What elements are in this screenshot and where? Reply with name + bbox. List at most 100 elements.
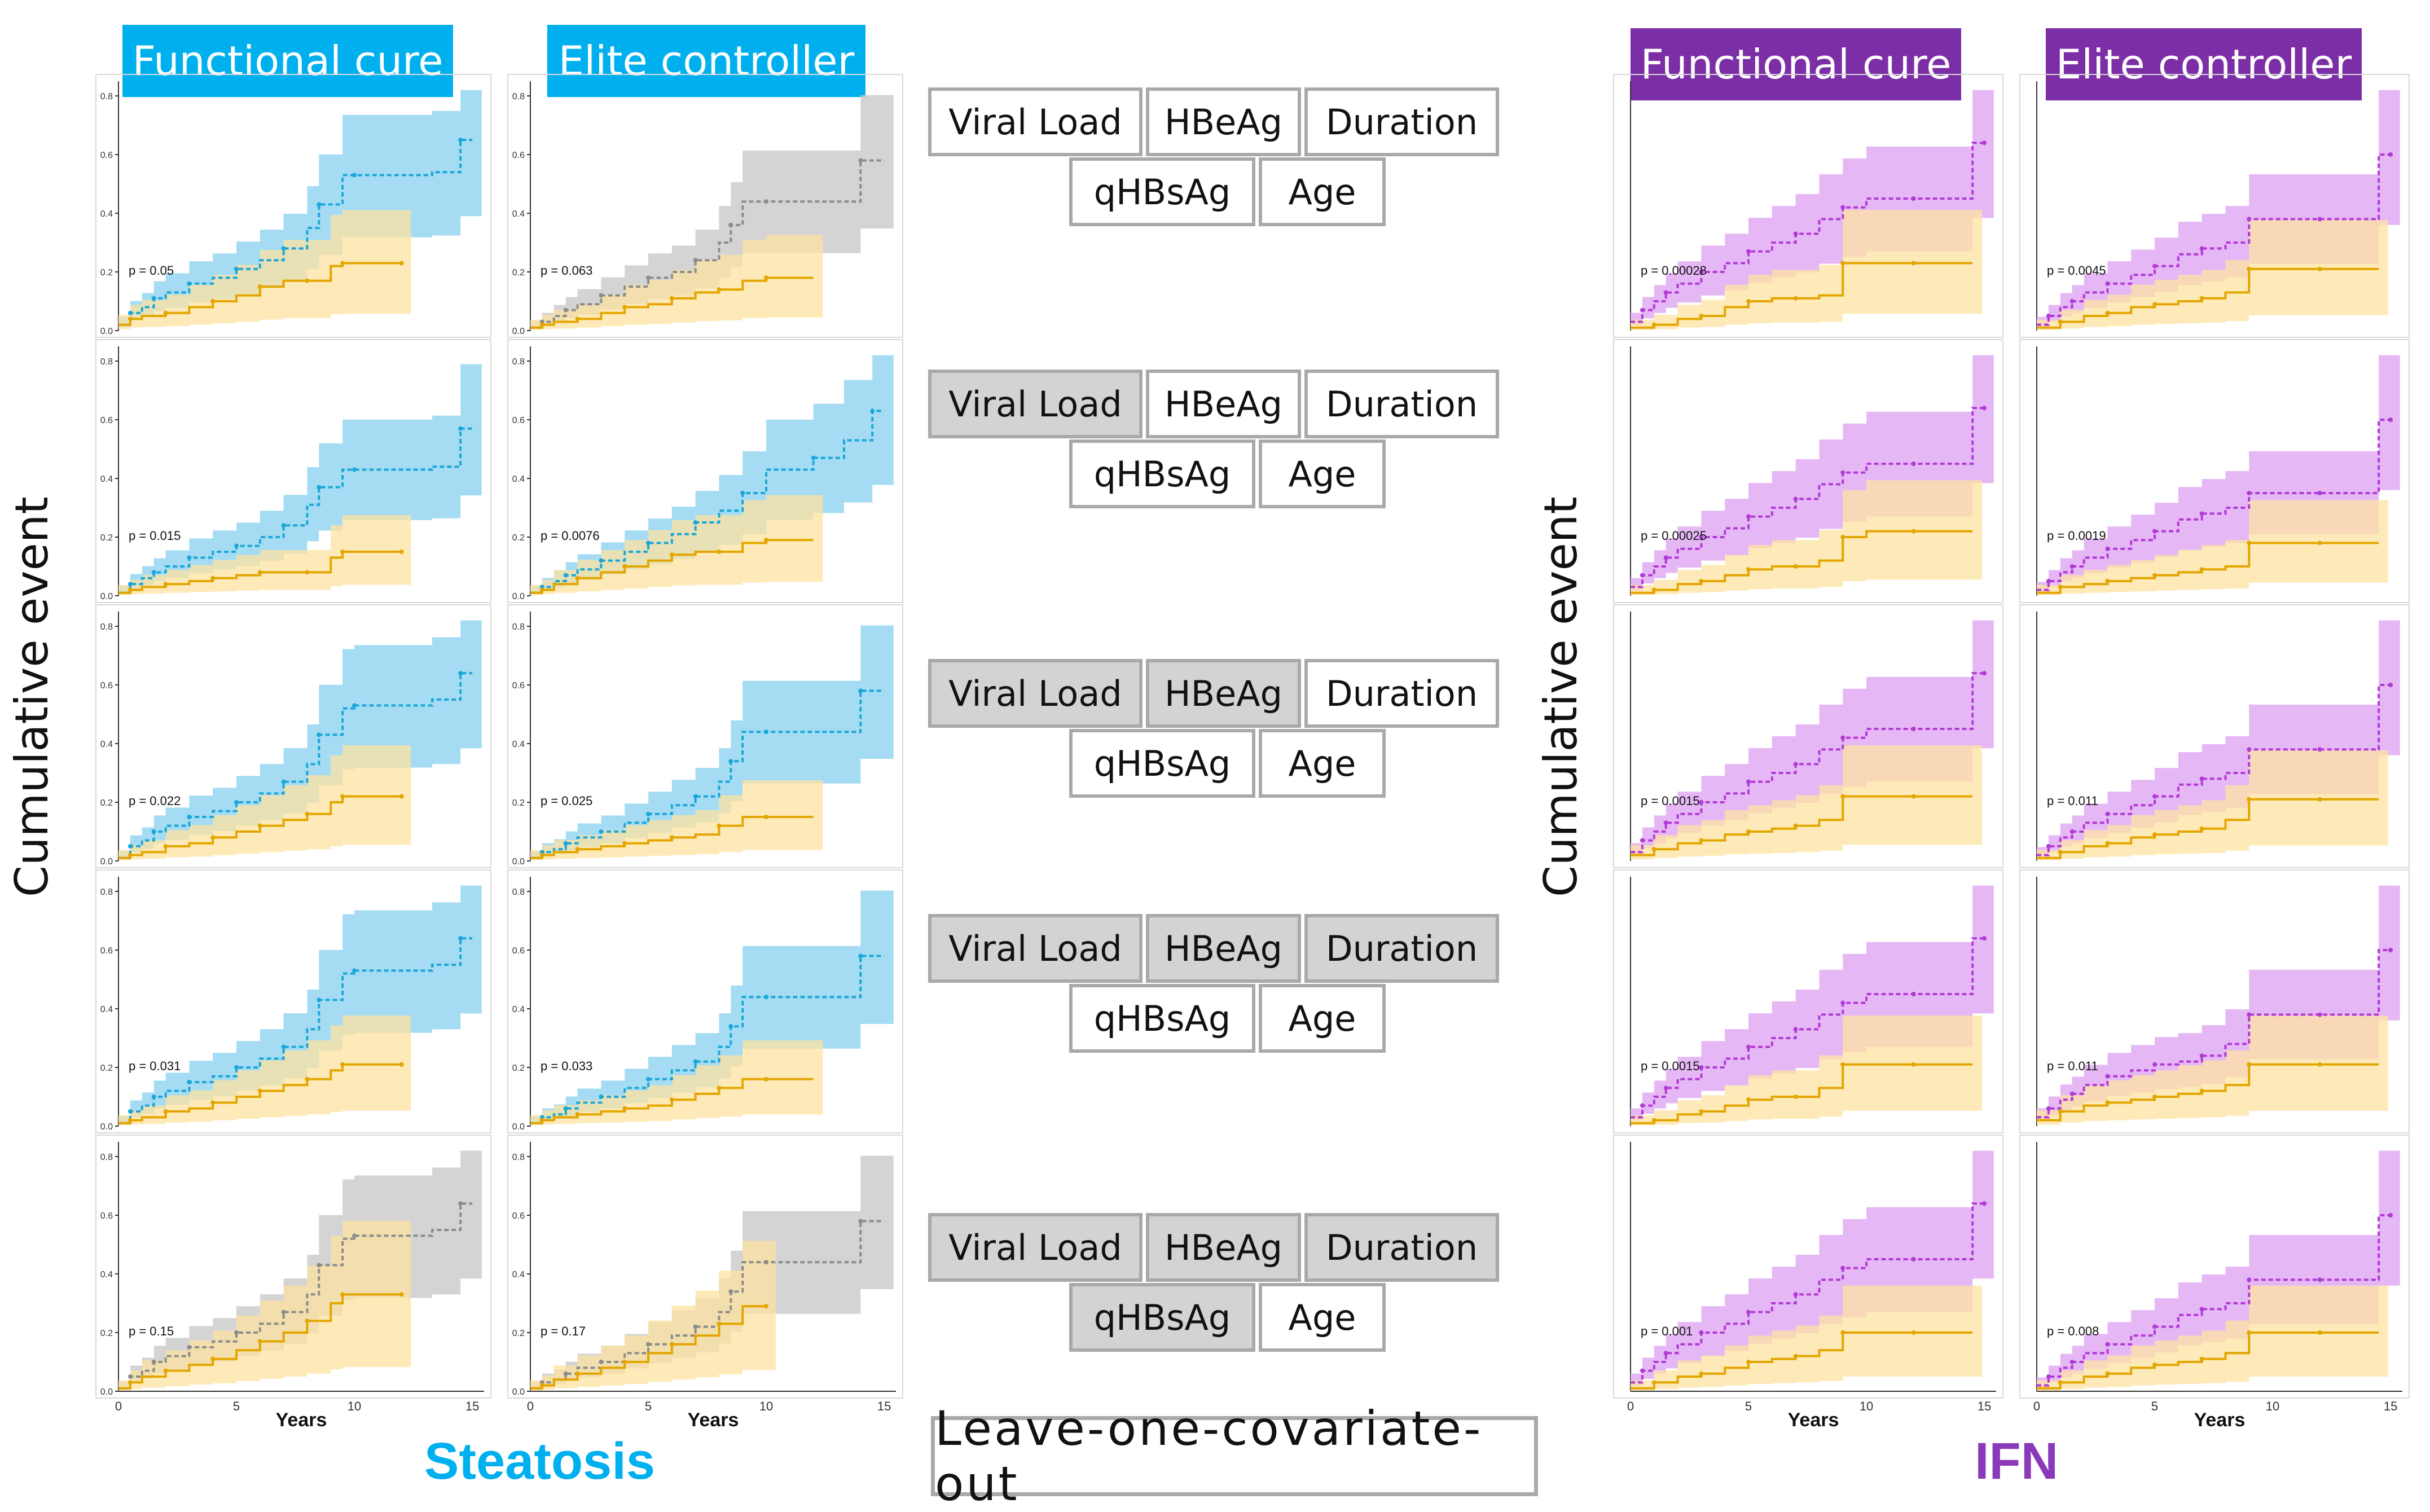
censor-mark: [2199, 1307, 2204, 1312]
censor-mark: [563, 1371, 568, 1376]
y-tick-label: 0.8: [100, 1153, 113, 1162]
km-curve-upper: [118, 672, 473, 859]
x-tick-label: 10: [348, 1399, 361, 1413]
censor-mark: [539, 587, 544, 592]
censor-mark: [234, 800, 239, 805]
censor-mark: [575, 575, 580, 581]
ci-band-upper-group: [530, 95, 894, 329]
censor-mark: [2317, 747, 2322, 752]
censor-mark: [1840, 1062, 1845, 1067]
censor-mark: [1840, 735, 1845, 740]
p-value-label: p = 0.15: [129, 1324, 174, 1338]
p-value-label: p = 0.0015: [1641, 794, 1700, 808]
y-tick-label: 0.2: [512, 1063, 525, 1073]
x-tick-label: 15: [1978, 1399, 1991, 1413]
x-axis-title: Years: [2194, 1409, 2246, 1431]
panel-frame: [507, 1135, 903, 1399]
censor-mark: [1663, 555, 1668, 560]
censor-mark: [2105, 1371, 2110, 1376]
y-tick-label: 0.4: [100, 209, 113, 219]
covariate-box-viral-load: Viral Load: [928, 87, 1143, 156]
km-panel-ifn-r1-c1: p = 0.00028: [1613, 74, 2003, 338]
km-curve-lower: [2037, 1063, 2379, 1122]
censor-mark: [2152, 1095, 2157, 1099]
censor-mark: [1699, 1330, 1704, 1335]
censor-mark: [1699, 1371, 1704, 1376]
covariate-box-age: Age: [1259, 439, 1386, 508]
covariate-box-age: Age: [1259, 157, 1386, 226]
panel-frame: [2019, 1135, 2410, 1399]
censor-mark: [2105, 579, 2110, 583]
censor-mark: [1911, 1330, 1916, 1335]
censor-mark: [1793, 1095, 1798, 1099]
censor-mark: [858, 158, 863, 163]
censor-mark: [1663, 290, 1668, 295]
covariate-box-duration: Duration: [1304, 370, 1499, 438]
censor-mark: [622, 1106, 627, 1111]
censor-mark: [1699, 270, 1704, 274]
censor-mark: [764, 1304, 769, 1309]
censor-mark: [128, 1118, 133, 1123]
p-value-label: p = 0.015: [129, 529, 181, 543]
km-curve-upper: [118, 937, 473, 1124]
covariate-box-viral-load: Viral Load: [928, 370, 1143, 438]
censor-mark: [2317, 1277, 2322, 1282]
censor-mark: [575, 1112, 580, 1117]
censor-mark: [2152, 1362, 2157, 1368]
censor-mark: [622, 1360, 627, 1364]
censor-mark: [305, 570, 310, 575]
censor-mark: [1793, 762, 1798, 767]
km-curve-lower: [530, 1078, 814, 1124]
censor-mark: [2247, 1062, 2252, 1067]
censor-mark: [2247, 747, 2252, 752]
censor-mark: [317, 732, 322, 737]
covariate-box-viral-load: Viral Load: [928, 914, 1143, 983]
censor-mark: [1699, 800, 1704, 805]
km-curve-lower: [2037, 542, 2379, 594]
y-tick-label: 0.2: [100, 533, 113, 543]
censor-mark: [575, 1371, 580, 1376]
censor-mark: [599, 1095, 604, 1099]
censor-mark: [399, 794, 404, 799]
censor-mark: [399, 550, 404, 554]
y-tick-label: 0.6: [100, 151, 113, 160]
covariate-box-qhbsag: qHBsAg: [1069, 439, 1255, 508]
censor-mark: [257, 284, 262, 289]
censor-mark: [2058, 850, 2063, 855]
censor-mark: [2388, 948, 2393, 952]
censor-mark: [1911, 992, 1916, 996]
km-panel-steatosis-r1-c1: 0.0 0.2 0.4 0.6 0.8 p = 0.05: [95, 74, 491, 338]
censor-mark: [1911, 461, 1916, 466]
y-tick-label: 0.2: [100, 1329, 113, 1338]
censor-mark: [1911, 1062, 1916, 1067]
ci-band-lower-group: [530, 235, 823, 330]
censor-mark: [128, 1380, 133, 1385]
y-tick-label: 0.2: [512, 798, 525, 808]
y-tick-label: 0.8: [512, 357, 525, 367]
censor-mark: [128, 844, 133, 849]
censor-mark: [1651, 1118, 1656, 1123]
censor-mark: [728, 1289, 733, 1294]
censor-mark: [2152, 573, 2157, 578]
censor-mark: [669, 1342, 674, 1347]
censor-mark: [764, 275, 769, 280]
censor-mark: [1793, 823, 1798, 828]
censor-mark: [281, 779, 286, 784]
censor-mark: [128, 587, 133, 592]
km-panel-ifn-r5-c1: p = 0.001 0 5 10 15 Years: [1613, 1135, 2003, 1431]
censor-mark: [811, 455, 816, 460]
censor-mark: [1699, 1109, 1704, 1114]
ci-band-upper-group: [1631, 90, 1994, 326]
censor-mark: [2199, 567, 2204, 572]
censor-mark: [2317, 797, 2322, 802]
ci-band-upper-group: [1631, 885, 1994, 1121]
censor-mark: [622, 841, 627, 846]
ci-band-lower-group: [2037, 750, 2388, 860]
censor-mark: [728, 1024, 733, 1029]
km-curve-upper: [2037, 153, 2391, 326]
x-tick-label: 0: [115, 1399, 122, 1413]
censor-mark: [281, 246, 286, 251]
km-curve-upper: [2037, 949, 2391, 1119]
x-tick-label: 10: [759, 1399, 773, 1413]
censor-mark: [2152, 529, 2157, 534]
